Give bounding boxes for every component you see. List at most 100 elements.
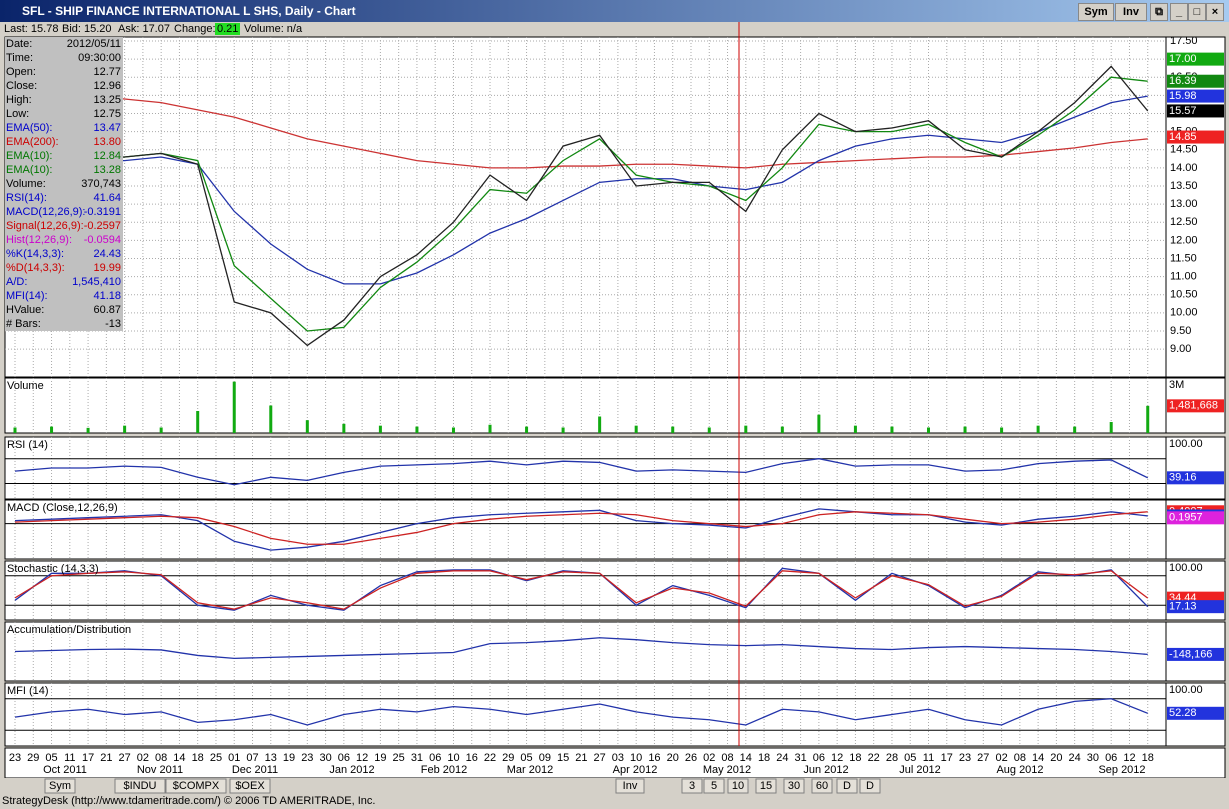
data-row: Low: 12.75 xyxy=(5,107,123,121)
tab[interactable] xyxy=(165,778,227,794)
tab-label[interactable]: 30 xyxy=(788,780,800,792)
inv-button[interactable]: Inv xyxy=(1115,3,1147,21)
date-label: 15 xyxy=(557,752,569,764)
data-value: 41.64 xyxy=(93,192,121,204)
volume-bar xyxy=(342,423,346,433)
date-label: 06 xyxy=(1105,752,1117,764)
panel xyxy=(4,436,1167,500)
tab[interactable] xyxy=(783,778,805,794)
data-value: 2012/05/11 xyxy=(66,38,121,50)
volume-bar xyxy=(927,427,930,433)
data-row: EMA(10): 13.28 xyxy=(5,163,123,177)
max-button[interactable]: □ xyxy=(1188,3,1206,21)
tab-bar xyxy=(0,778,1229,794)
tab-label[interactable]: D xyxy=(866,780,874,792)
tab-label[interactable]: 3 xyxy=(689,780,695,792)
tab[interactable] xyxy=(615,778,645,794)
tab-label[interactable]: Sym xyxy=(49,780,71,792)
data-label: EMA(10): xyxy=(6,150,53,162)
data-label: EMA(50): xyxy=(6,122,53,134)
tab[interactable] xyxy=(811,778,833,794)
value-label-bg xyxy=(1167,74,1224,88)
volume-bar xyxy=(13,427,17,433)
value-label-bg xyxy=(1167,706,1224,720)
data-label: High: xyxy=(6,94,32,106)
data-label: Volume: xyxy=(6,178,46,190)
data-label: %K(14,3,3): xyxy=(6,248,65,260)
date-label: 23 xyxy=(959,752,971,764)
month-label: May 2012 xyxy=(703,764,751,776)
value-label-bg xyxy=(1167,52,1224,66)
value-label: 15.57 xyxy=(1169,105,1197,117)
data-value: 60.87 xyxy=(93,304,121,316)
scale-label: 100.00 xyxy=(1169,562,1203,574)
restore-button[interactable]: ⧉ xyxy=(1150,3,1168,21)
data-value: 12.77 xyxy=(93,66,121,78)
data-value: 09:30:00 xyxy=(78,52,121,64)
tab[interactable] xyxy=(44,778,76,794)
tab-label[interactable]: Inv xyxy=(623,780,638,792)
sym-button[interactable]: Sym xyxy=(1078,3,1114,21)
date-label: 22 xyxy=(868,752,880,764)
tab[interactable] xyxy=(703,778,725,794)
value-label: 15.98 xyxy=(1169,90,1197,102)
close-button[interactable]: × xyxy=(1206,3,1224,21)
series-line xyxy=(14,508,1148,551)
date-label: 02 xyxy=(995,752,1007,764)
change-label: Change: xyxy=(174,23,216,35)
tab-label[interactable]: 10 xyxy=(732,780,744,792)
volume-bar xyxy=(50,426,54,433)
series-line xyxy=(14,698,1148,726)
data-label: Hist(12,26,9): xyxy=(6,234,73,246)
value-label: 1,481,668 xyxy=(1169,400,1218,412)
panel-title: MACD (Close,12,26,9) xyxy=(7,502,118,514)
y-tick-label: 12.00 xyxy=(1170,234,1198,246)
data-label: EMA(200): xyxy=(6,136,59,148)
data-label: RSI(14): xyxy=(6,192,47,204)
tab[interactable] xyxy=(755,778,777,794)
y-tick-label: 11.00 xyxy=(1170,271,1197,283)
data-value: 24.43 xyxy=(93,248,121,260)
tab-label[interactable]: 60 xyxy=(816,780,828,792)
data-value: -13 xyxy=(105,318,121,330)
volume-bar xyxy=(598,416,602,433)
date-label: 26 xyxy=(685,752,697,764)
data-label: Time: xyxy=(6,52,34,64)
panel-title: Volume xyxy=(7,380,44,392)
data-value: -0.0594 xyxy=(83,234,121,246)
data-row: # Bars: -13 xyxy=(5,317,123,331)
tab[interactable] xyxy=(836,778,858,794)
y-tick-label: 9.50 xyxy=(1170,325,1191,337)
data-row: %K(14,3,3): 24.43 xyxy=(5,247,123,261)
volume-bar xyxy=(269,405,273,433)
data-row: Time: 09:30:00 xyxy=(5,51,123,65)
tab[interactable] xyxy=(727,778,749,794)
tab-label[interactable]: $INDU xyxy=(123,780,156,792)
tab-label[interactable]: 15 xyxy=(760,780,772,792)
tab[interactable] xyxy=(229,778,271,794)
min-button[interactable]: _ xyxy=(1170,3,1188,21)
panel xyxy=(4,499,1167,560)
date-label: 18 xyxy=(758,752,770,764)
month-label: Nov 2011 xyxy=(137,764,183,776)
tab-label[interactable]: D xyxy=(843,780,851,792)
value-label: 17.13 xyxy=(1169,601,1197,613)
data-value: 13.47 xyxy=(93,122,121,134)
tab[interactable] xyxy=(114,778,166,794)
date-label: 13 xyxy=(265,752,277,764)
value-label-bg xyxy=(1167,89,1224,103)
tab-label[interactable]: 5 xyxy=(711,780,717,792)
date-label: 25 xyxy=(393,752,405,764)
volume-bar xyxy=(671,426,675,433)
tab[interactable] xyxy=(681,778,703,794)
volume-bar xyxy=(561,427,565,433)
value-label-bg xyxy=(1167,104,1224,118)
tab-label[interactable]: $OEX xyxy=(235,780,265,792)
window-title: SFL - SHIP FINANCE INTERNATIONAL L SHS, … xyxy=(22,4,356,18)
volume-bar xyxy=(890,426,894,433)
bid: Bid: 15.20 xyxy=(62,23,112,35)
date-label: 25 xyxy=(210,752,222,764)
tab-label[interactable]: $COMPX xyxy=(173,780,220,792)
date-label: 12 xyxy=(356,752,368,764)
tab[interactable] xyxy=(859,778,881,794)
